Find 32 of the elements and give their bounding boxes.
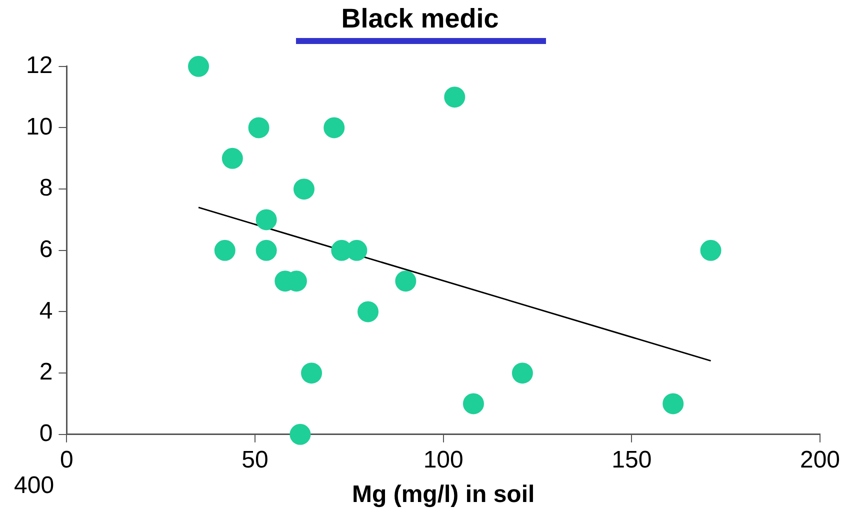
point [290,424,311,445]
point [256,209,277,230]
x-tick-label: 0 [60,446,74,474]
point [214,240,236,261]
y-tick-label: 4 [39,297,53,324]
point [700,240,722,261]
point [222,148,243,169]
y-tick-label: 2 [39,358,53,386]
point [324,117,345,138]
chart-title: Black medic [341,4,499,34]
point [462,393,484,414]
point [293,178,314,200]
point [301,362,322,384]
point [395,270,416,292]
point [248,117,270,138]
text: 400 [14,472,54,500]
point [358,301,379,322]
point [662,393,684,414]
x-axis-title: Mg (mg/l) in soil [352,481,535,508]
y-tick-label: 8 [39,174,53,202]
x-tick-label: 100 [423,446,464,474]
point [256,240,277,261]
x-tick-label: 200 [800,446,840,474]
y-tick-label: 10 [26,113,53,140]
y-tick-label: 12 [26,52,53,80]
point [512,362,533,384]
point [188,56,210,77]
y-tick-label: 6 [39,236,53,264]
x-tick-label: 150 [612,446,652,474]
x-tick-label: 50 [242,446,268,474]
point [444,86,466,108]
y-tick-label: 0 [39,420,53,448]
